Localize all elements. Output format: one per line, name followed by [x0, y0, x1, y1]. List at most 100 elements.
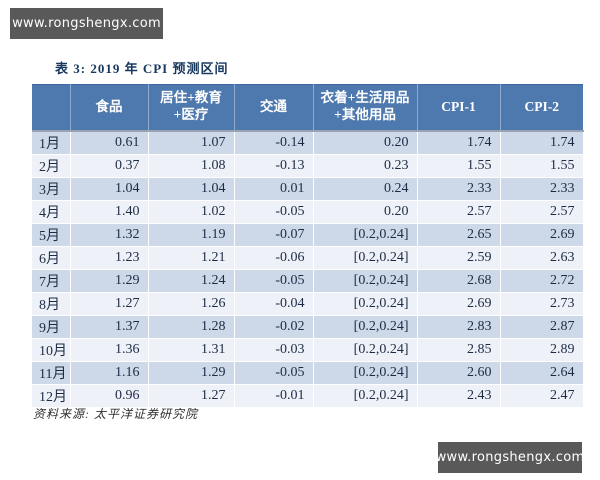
row-month-label: 7月	[32, 269, 71, 293]
cell-value: 0.01	[234, 177, 314, 201]
column-header-1: 食品	[70, 84, 149, 132]
row-month-label: 6月	[32, 246, 71, 270]
table-row: 9月 1.37 1.28 -0.02 [0.2,0.24] 2.83 2.87	[32, 315, 584, 339]
cell-value: 2.73	[500, 292, 584, 316]
table-row: 11月 1.16 1.29 -0.05 [0.2,0.24] 2.60 2.64	[32, 361, 584, 385]
table-title: 表 3: 2019 年 CPI 预测区间	[55, 61, 229, 76]
table-row: 8月 1.27 1.26 -0.04 [0.2,0.24] 2.69 2.73	[32, 292, 584, 316]
table-row: 1月 0.61 1.07 -0.14 0.20 1.74 1.74	[32, 130, 584, 155]
table-row: 3月 1.04 1.04 0.01 0.24 2.33 2.33	[32, 177, 584, 201]
cell-value: 1.40	[70, 200, 149, 224]
cell-value: -0.13	[234, 154, 314, 178]
cell-value: 1.24	[148, 269, 235, 293]
cell-value: -0.02	[234, 315, 314, 339]
row-month-label: 4月	[32, 200, 71, 224]
cell-value: [0.2,0.24]	[313, 384, 418, 408]
cell-value: 2.72	[500, 269, 584, 293]
cell-value: 1.26	[148, 292, 235, 316]
row-month-label: 8月	[32, 292, 71, 316]
cell-value: 1.55	[417, 154, 501, 178]
cell-value: 2.68	[417, 269, 501, 293]
cell-value: 1.08	[148, 154, 235, 178]
cell-value: 1.55	[500, 154, 584, 178]
cell-value: -0.05	[234, 269, 314, 293]
cell-value: [0.2,0.24]	[313, 292, 418, 316]
cell-value: [0.2,0.24]	[313, 315, 418, 339]
cell-value: 0.20	[313, 130, 418, 155]
cell-value: 2.47	[500, 384, 584, 408]
cell-value: 2.85	[417, 338, 501, 362]
cell-value: 2.89	[500, 338, 584, 362]
table-row: 2月 0.37 1.08 -0.13 0.23 1.55 1.55	[32, 154, 584, 178]
cell-value: 1.37	[70, 315, 149, 339]
cell-value: 1.16	[70, 361, 149, 385]
cell-value: 2.43	[417, 384, 501, 408]
row-month-label: 5月	[32, 223, 71, 247]
source-note: 资料来源: 太平洋证券研究院	[33, 407, 198, 421]
cell-value: 1.74	[500, 130, 584, 155]
cell-value: 2.83	[417, 315, 501, 339]
cell-value: [0.2,0.24]	[313, 361, 418, 385]
watermark-url-top: www.rongshengx.com	[12, 16, 161, 31]
table-row: 10月 1.36 1.31 -0.03 [0.2,0.24] 2.85 2.89	[32, 338, 584, 362]
cpi-forecast-table: 食品 居住+教育+医疗 交通 衣着+生活用品+其他用品 CPI-1 CPI-2 1月 0.6…	[32, 84, 584, 408]
cell-value: 2.63	[500, 246, 584, 270]
cell-value: 0.96	[70, 384, 149, 408]
cell-value: 1.74	[417, 130, 501, 155]
cell-value: -0.04	[234, 292, 314, 316]
cell-value: 1.28	[148, 315, 235, 339]
cell-value: 2.65	[417, 223, 501, 247]
cell-value: 2.57	[500, 200, 584, 224]
cell-value: 1.04	[148, 177, 235, 201]
cell-value: 0.61	[70, 130, 149, 155]
cell-value: -0.01	[234, 384, 314, 408]
table-header-row: 食品 居住+教育+医疗 交通 衣着+生活用品+其他用品 CPI-1 CPI-2	[32, 84, 583, 132]
cell-value: 2.87	[500, 315, 584, 339]
cell-value: 0.37	[70, 154, 149, 178]
watermark-banner-bottom: www.rongshengx.com	[435, 442, 585, 473]
watermark-banner-top: www.rongshengx.com	[10, 8, 163, 39]
cell-value: 1.29	[70, 269, 149, 293]
table-row: 6月 1.23 1.21 -0.06 [0.2,0.24] 2.59 2.63	[32, 246, 584, 270]
cell-value: 1.29	[148, 361, 235, 385]
row-month-label: 1月	[32, 130, 71, 155]
table-body: 1月 0.61 1.07 -0.14 0.20 1.74 1.74 2月 0.37 1.08 -0.…	[32, 130, 584, 408]
cell-value: -0.14	[234, 130, 314, 155]
column-header-3: 交通	[234, 84, 314, 132]
cell-value: -0.05	[234, 200, 314, 224]
column-header-4: 衣着+生活用品+其他用品	[313, 84, 418, 132]
table-row: 12月 0.96 1.27 -0.01 [0.2,0.24] 2.43 2.47	[32, 384, 584, 408]
row-month-label: 9月	[32, 315, 71, 339]
column-header-0	[32, 84, 71, 132]
table-row: 4月 1.40 1.02 -0.05 0.20 2.57 2.57	[32, 200, 584, 224]
cell-value: 2.57	[417, 200, 501, 224]
column-header-6: CPI-2	[500, 84, 583, 132]
cell-value: 1.27	[70, 292, 149, 316]
row-month-label: 11月	[32, 361, 71, 385]
cell-value: 1.23	[70, 246, 149, 270]
row-month-label: 2月	[32, 154, 71, 178]
column-header-2: 居住+教育+医疗	[148, 84, 235, 132]
cell-value: 1.02	[148, 200, 235, 224]
table-row: 7月 1.29 1.24 -0.05 [0.2,0.24] 2.68 2.72	[32, 269, 584, 293]
cell-value: [0.2,0.24]	[313, 223, 418, 247]
cell-value: 1.36	[70, 338, 149, 362]
row-month-label: 3月	[32, 177, 71, 201]
cell-value: 0.20	[313, 200, 418, 224]
cell-value: 1.31	[148, 338, 235, 362]
cell-value: [0.2,0.24]	[313, 269, 418, 293]
column-header-5: CPI-1	[417, 84, 501, 132]
row-month-label: 12月	[32, 384, 71, 408]
cell-value: 1.32	[70, 223, 149, 247]
cell-value: 1.19	[148, 223, 235, 247]
cell-value: 1.07	[148, 130, 235, 155]
watermark-url-bottom: www.rongshengx.com	[435, 450, 585, 465]
cell-value: 2.64	[500, 361, 584, 385]
cell-value: -0.06	[234, 246, 314, 270]
cell-value: -0.03	[234, 338, 314, 362]
cell-value: 1.21	[148, 246, 235, 270]
cell-value: 2.69	[417, 292, 501, 316]
cell-value: 0.23	[313, 154, 418, 178]
cell-value: 2.33	[417, 177, 501, 201]
cell-value: 2.60	[417, 361, 501, 385]
